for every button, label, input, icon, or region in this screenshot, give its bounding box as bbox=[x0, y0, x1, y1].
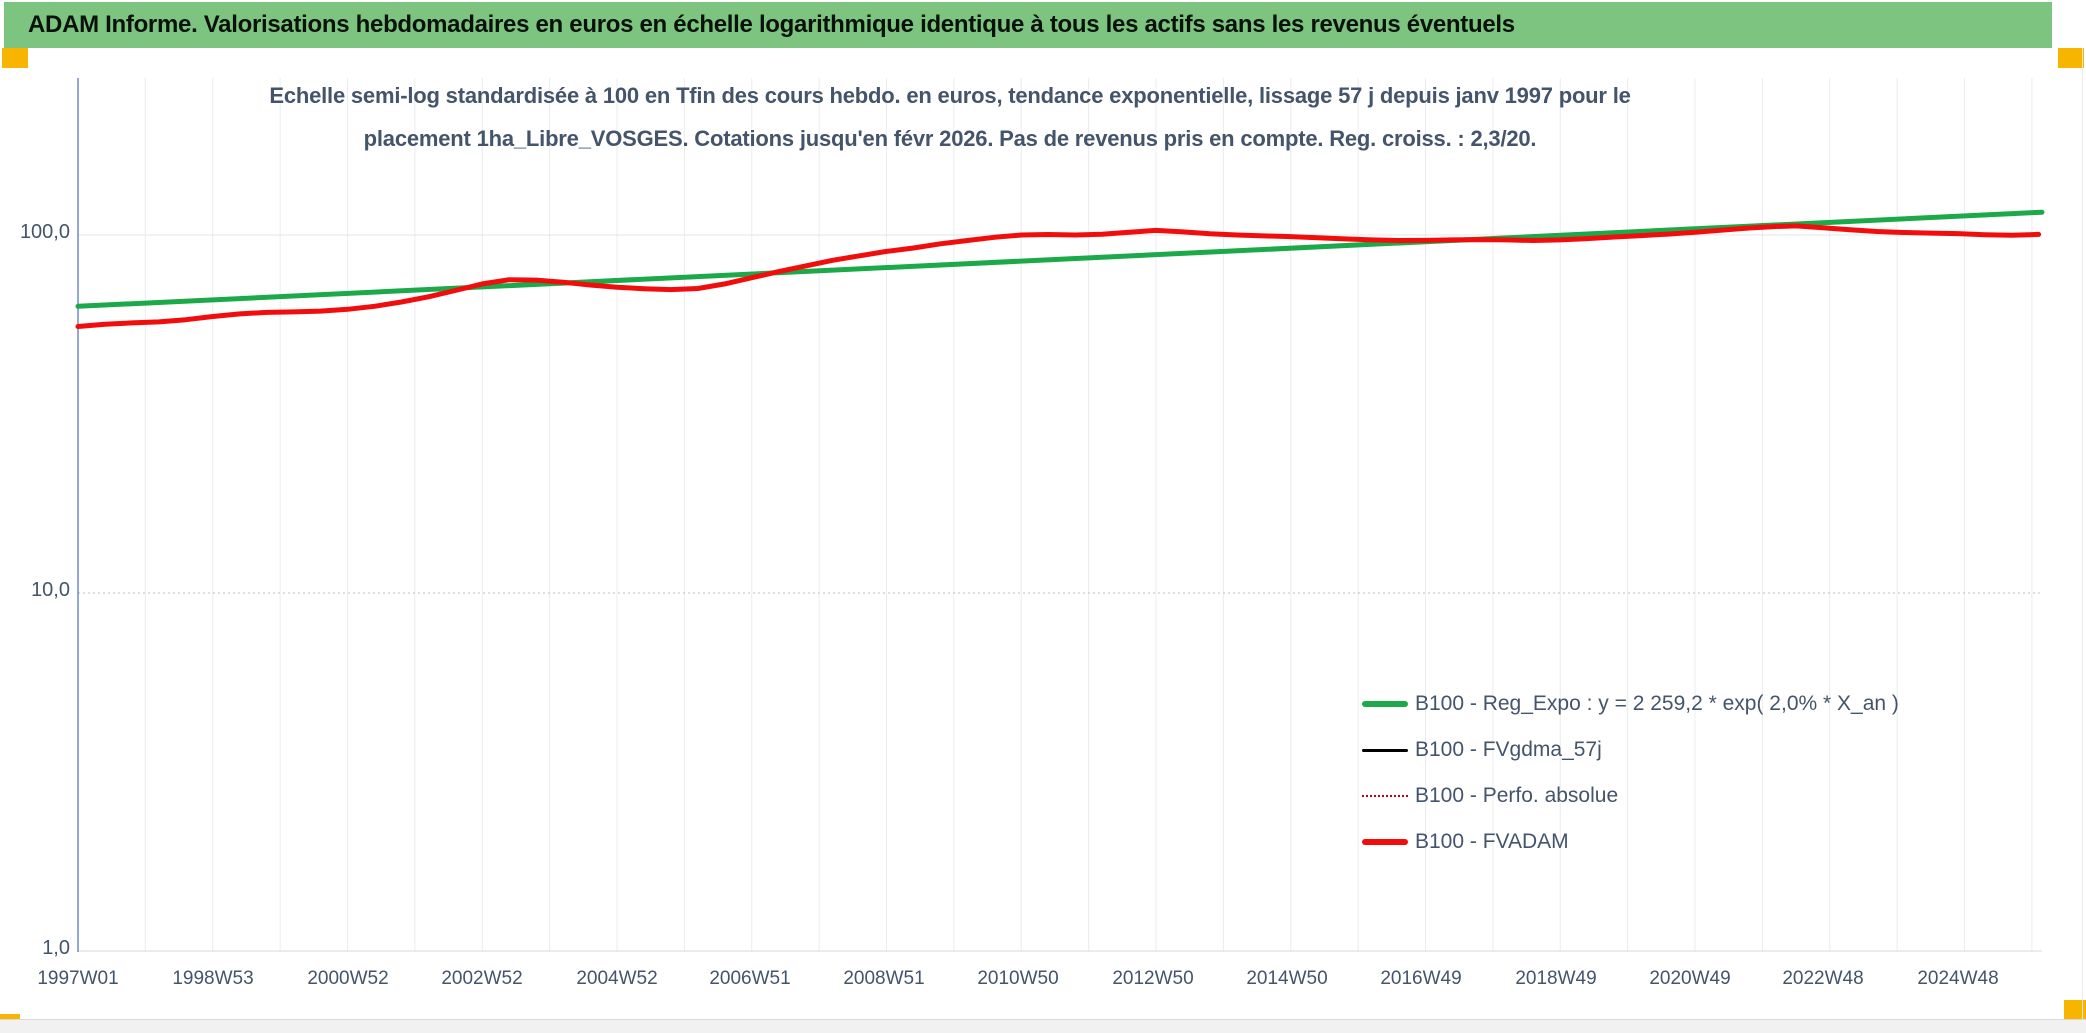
x-axis-tick-label: 2018W49 bbox=[1515, 968, 1597, 989]
legend-line-swatch bbox=[1362, 748, 1408, 752]
selection-handle-top-right[interactable] bbox=[2058, 48, 2084, 68]
series-line-b100-reg-expo-y-2-259-2-exp-2-0-x-an- bbox=[75, 209, 2045, 309]
selection-handle-top-left[interactable] bbox=[2, 48, 28, 68]
legend-item-label: B100 - Reg_Expo : y = 2 259,2 * exp( 2,0… bbox=[1415, 692, 1899, 715]
x-axis-tick-label: 2004W52 bbox=[576, 968, 658, 989]
x-axis-tick-label: 2022W48 bbox=[1782, 968, 1864, 989]
y-axis-tick-label: 100,0 bbox=[19, 221, 70, 243]
y-axis-tick-label: 10,0 bbox=[31, 579, 70, 601]
legend-item[interactable]: B100 - FVADAM bbox=[1362, 819, 1899, 865]
x-axis-tick-label: 2008W51 bbox=[843, 968, 925, 989]
x-axis-tick-label: 1998W53 bbox=[172, 968, 254, 989]
legend-item[interactable]: B100 - Perfo. absolue bbox=[1362, 773, 1899, 819]
x-axis-tick-label: 1997W01 bbox=[37, 968, 119, 989]
sheet-column-edge bbox=[2082, 48, 2083, 1019]
legend-item-label: B100 - Perfo. absolue bbox=[1415, 784, 1619, 807]
chart-legend: B100 - Reg_Expo : y = 2 259,2 * exp( 2,0… bbox=[1362, 681, 1899, 865]
legend-line-swatch bbox=[1362, 701, 1408, 707]
legend-item-label: B100 - FVgdma_57j bbox=[1415, 738, 1602, 761]
chart-subtitle-line1: Echelle semi-log standardisée à 100 en T… bbox=[269, 83, 1631, 108]
x-axis-tick-label: 2014W50 bbox=[1246, 968, 1328, 989]
x-axis-tick-label: 2016W49 bbox=[1380, 968, 1462, 989]
x-axis-tick-label: 2010W50 bbox=[977, 968, 1059, 989]
legend-item[interactable]: B100 - FVgdma_57j bbox=[1362, 727, 1899, 773]
chart-subtitle-line2: placement 1ha_Libre_VOSGES. Cotations ju… bbox=[363, 126, 1537, 151]
x-axis-tick-label: 2020W49 bbox=[1649, 968, 1731, 989]
series-line-b100-fvadam bbox=[75, 223, 2042, 329]
x-axis-tick-label: 2002W52 bbox=[441, 968, 523, 989]
x-axis-tick-label: 2006W51 bbox=[709, 968, 791, 989]
chart-title-banner: ADAM Informe. Valorisations hebdomadaire… bbox=[4, 2, 2052, 48]
series-line-b100-perfo-absolue bbox=[77, 225, 2040, 328]
legend-item-label: B100 - FVADAM bbox=[1415, 830, 1569, 853]
y-axis-tick-label: 1,0 bbox=[42, 937, 70, 959]
x-axis-tick-label: 2000W52 bbox=[307, 968, 389, 989]
legend-line-swatch bbox=[1362, 795, 1408, 797]
legend-line-swatch bbox=[1362, 839, 1408, 845]
chart-subtitle: Echelle semi-log standardisée à 100 en T… bbox=[0, 74, 1900, 160]
legend-item[interactable]: B100 - Reg_Expo : y = 2 259,2 * exp( 2,0… bbox=[1362, 681, 1899, 727]
x-axis-tick-label: 2012W50 bbox=[1112, 968, 1194, 989]
series-line-b100-fvgdma-57j bbox=[76, 224, 2040, 328]
chart-title: ADAM Informe. Valorisations hebdomadaire… bbox=[28, 11, 1515, 38]
sheet-row-divider bbox=[0, 1019, 2086, 1033]
x-axis-tick-label: 2024W48 bbox=[1917, 968, 1999, 989]
